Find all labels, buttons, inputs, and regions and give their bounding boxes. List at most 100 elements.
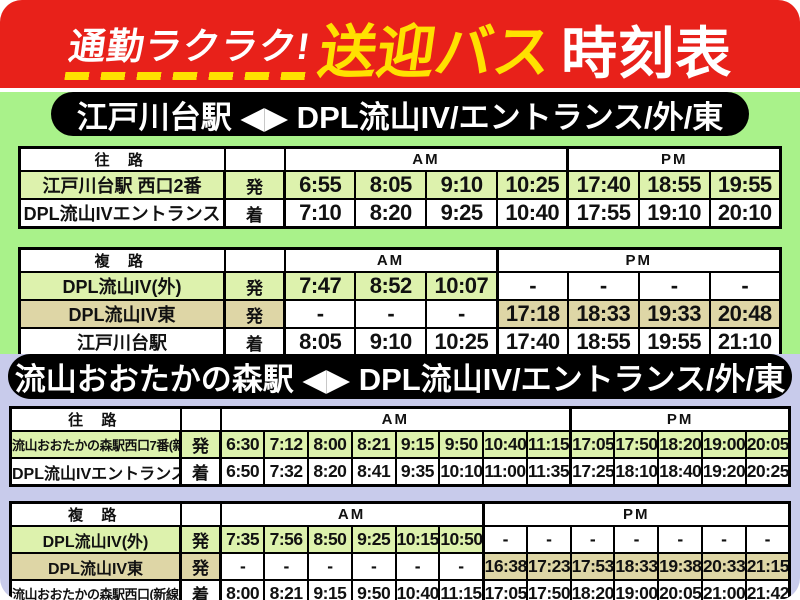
time-cell: 9:25 — [425, 198, 499, 229]
time-cell: 21:42 — [744, 579, 791, 600]
time-cell: 8:21 — [350, 430, 397, 459]
time-cell: 7:56 — [263, 525, 310, 554]
time-cell: 7:32 — [263, 457, 310, 487]
time-cell: 18:20 — [569, 579, 616, 600]
time-cell: 8:00 — [307, 430, 353, 459]
time-cell: 7:47 — [283, 271, 357, 301]
title-timetable: 時刻表 — [561, 22, 733, 85]
time-cell: 9:25 — [350, 525, 397, 554]
timetable-row: 江戸川台駅 西口2番発 6:55 8:05 9:10 10:25 17:40 18:55 19… — [18, 170, 782, 200]
time-cell: 19:38 — [657, 552, 703, 581]
time-cell: 18:33 — [613, 552, 660, 581]
depart-arrive-mark-cell: 発 — [179, 552, 222, 581]
no-service-cell: - — [566, 271, 640, 301]
time-cell: 8:05 — [283, 327, 357, 358]
time-cell: 17:05 — [481, 579, 528, 600]
edogawadai-return-table: 複 路 AM PM DPL流山IV(外) 発 7:47 8:52 10:07- - - - DPL流山… — [18, 247, 782, 358]
time-cell: 18:20 — [657, 430, 703, 459]
timetable-row: DPL流山IV(外) 発 7:47 8:52 10:07- - - - — [18, 271, 782, 301]
time-cell: 10:40 — [496, 198, 569, 229]
pm-header: PM — [481, 501, 791, 527]
time-cell: 21:15 — [744, 552, 791, 581]
section-edogawadai: 江戸川台駅 ◀▶ DPL流山IV/エントランス/外/東 往 路 AM PM 江戸川台駅… — [0, 92, 800, 358]
time-cell: 20:10 — [708, 198, 782, 229]
time-cell: 19:55 — [708, 170, 782, 200]
time-cell: 9:10 — [425, 170, 499, 200]
stop-name-cell: DPL流山IV東 — [9, 552, 182, 581]
timetable-row: DPL流山IV東発 - - - - - -16:38 17:23 17:53 18:33 19:38… — [9, 552, 791, 581]
table-gap — [0, 487, 800, 494]
depart-arrive-mark-cell: 発 — [223, 299, 286, 329]
blank-header-cell — [223, 247, 286, 273]
direction-label: 複 路 — [9, 501, 182, 527]
time-cell: 17:40 — [566, 170, 640, 200]
stop-name-cell: DPL流山IVエントランス — [9, 457, 182, 487]
depart-arrive-mark-cell: 発 — [223, 170, 286, 200]
time-cell: 7:35 — [219, 525, 266, 554]
no-service-cell: - — [219, 552, 266, 581]
route-heading-pill-otakanomori: 流山おおたかの森駅 ◀▶ DPL流山IV/エントランス/外/東 — [8, 354, 792, 399]
am-header: AM — [283, 146, 569, 172]
time-cell: 9:15 — [394, 430, 441, 459]
time-cell: 16:38 — [481, 552, 528, 581]
time-cell: 10:25 — [425, 327, 499, 358]
time-cell: 21:10 — [708, 327, 782, 358]
depart-arrive-mark-cell: 着 — [223, 327, 286, 358]
depart-arrive-mark-cell: 着 — [179, 457, 222, 487]
time-cell: 18:40 — [657, 457, 703, 487]
route-heading-pill-edogawadai: 江戸川台駅 ◀▶ DPL流山IV/エントランス/外/東 — [50, 92, 750, 136]
time-cell: 10:07 — [425, 271, 499, 301]
stop-name-cell: DPL流山IV(外) — [9, 525, 182, 554]
time-cell: 9:35 — [394, 457, 441, 487]
table-header-row: 複 路 AM PM — [9, 501, 791, 527]
time-cell: 18:55 — [637, 170, 711, 200]
otakanomori-outbound-table: 往 路AMPM流山おおたかの森駅西口7番(新線)発6:307:128:008:2… — [9, 406, 791, 487]
no-service-cell: - — [307, 552, 353, 581]
time-cell: 10:10 — [438, 457, 485, 487]
time-cell: 8:00 — [219, 579, 266, 600]
time-cell: 11:15 — [438, 579, 485, 600]
timetable-row: DPL流山IV東発 - - -17:18 18:33 19:33 20:48 — [18, 299, 782, 329]
time-cell: 17:05 — [569, 430, 616, 459]
time-cell: 9:15 — [307, 579, 353, 600]
no-service-cell: - — [350, 552, 397, 581]
time-cell: 8:20 — [354, 198, 428, 229]
no-service-cell: - — [744, 525, 791, 554]
timetable-row: 流山おおたかの森駅西口(新線) 着 8:00 8:21 9:15 9:50 10:40 11:… — [9, 579, 791, 600]
no-service-cell: - — [263, 552, 310, 581]
table-header-row: 往 路 AM PM — [18, 146, 782, 172]
time-cell: 20:05 — [744, 430, 791, 459]
time-cell: 20:25 — [744, 457, 791, 487]
direction-label: 複 路 — [18, 247, 226, 273]
am-header: AM — [219, 501, 485, 527]
no-service-cell: - — [637, 271, 711, 301]
time-cell: 20:05 — [657, 579, 703, 600]
dashed-underline — [64, 72, 307, 80]
no-service-cell: - — [283, 299, 357, 329]
time-cell: 11:15 — [525, 430, 572, 459]
stop-name-cell: DPL流山IV(外) — [18, 271, 226, 301]
pm-header: PM — [495, 247, 782, 273]
time-cell: 8:50 — [307, 525, 353, 554]
table-header-row: 複 路 AM PM — [18, 247, 782, 273]
time-cell: 18:55 — [566, 327, 640, 358]
time-cell: 20:48 — [708, 299, 782, 329]
time-cell: 6:55 — [283, 170, 357, 200]
otakanomori-return-table: 複 路 AM PM DPL流山IV(外) 発 7:35 7:56 8:50 9:25 10:15 1… — [9, 501, 791, 600]
direction-label: 往 路 — [18, 146, 226, 172]
no-service-cell: - — [708, 271, 782, 301]
stop-name-cell: DPL流山IV東 — [18, 299, 226, 329]
am-header: AM — [283, 247, 499, 273]
depart-arrive-mark-cell: 着 — [223, 198, 286, 229]
header-banner: 通勤ラクラク! 送迎バス 時刻表 — [0, 0, 800, 88]
time-cell: 11:00 — [482, 457, 528, 487]
time-cell: 9:50 — [438, 430, 485, 459]
timetable-row: 流山おおたかの森駅西口7番(新線)発6:307:128:008:219:159:… — [9, 430, 791, 459]
no-service-cell: - — [613, 525, 660, 554]
depart-arrive-mark-cell: 発 — [223, 271, 286, 301]
depart-arrive-mark-cell: 発 — [179, 525, 222, 554]
timetable-row: DPL流山IV(外) 発 7:35 7:56 8:50 9:25 10:15 10:50- - -… — [9, 525, 791, 554]
stop-name-cell: DPL流山IVエントランス — [18, 198, 226, 229]
time-cell: 8:05 — [354, 170, 428, 200]
no-service-cell: - — [525, 525, 572, 554]
